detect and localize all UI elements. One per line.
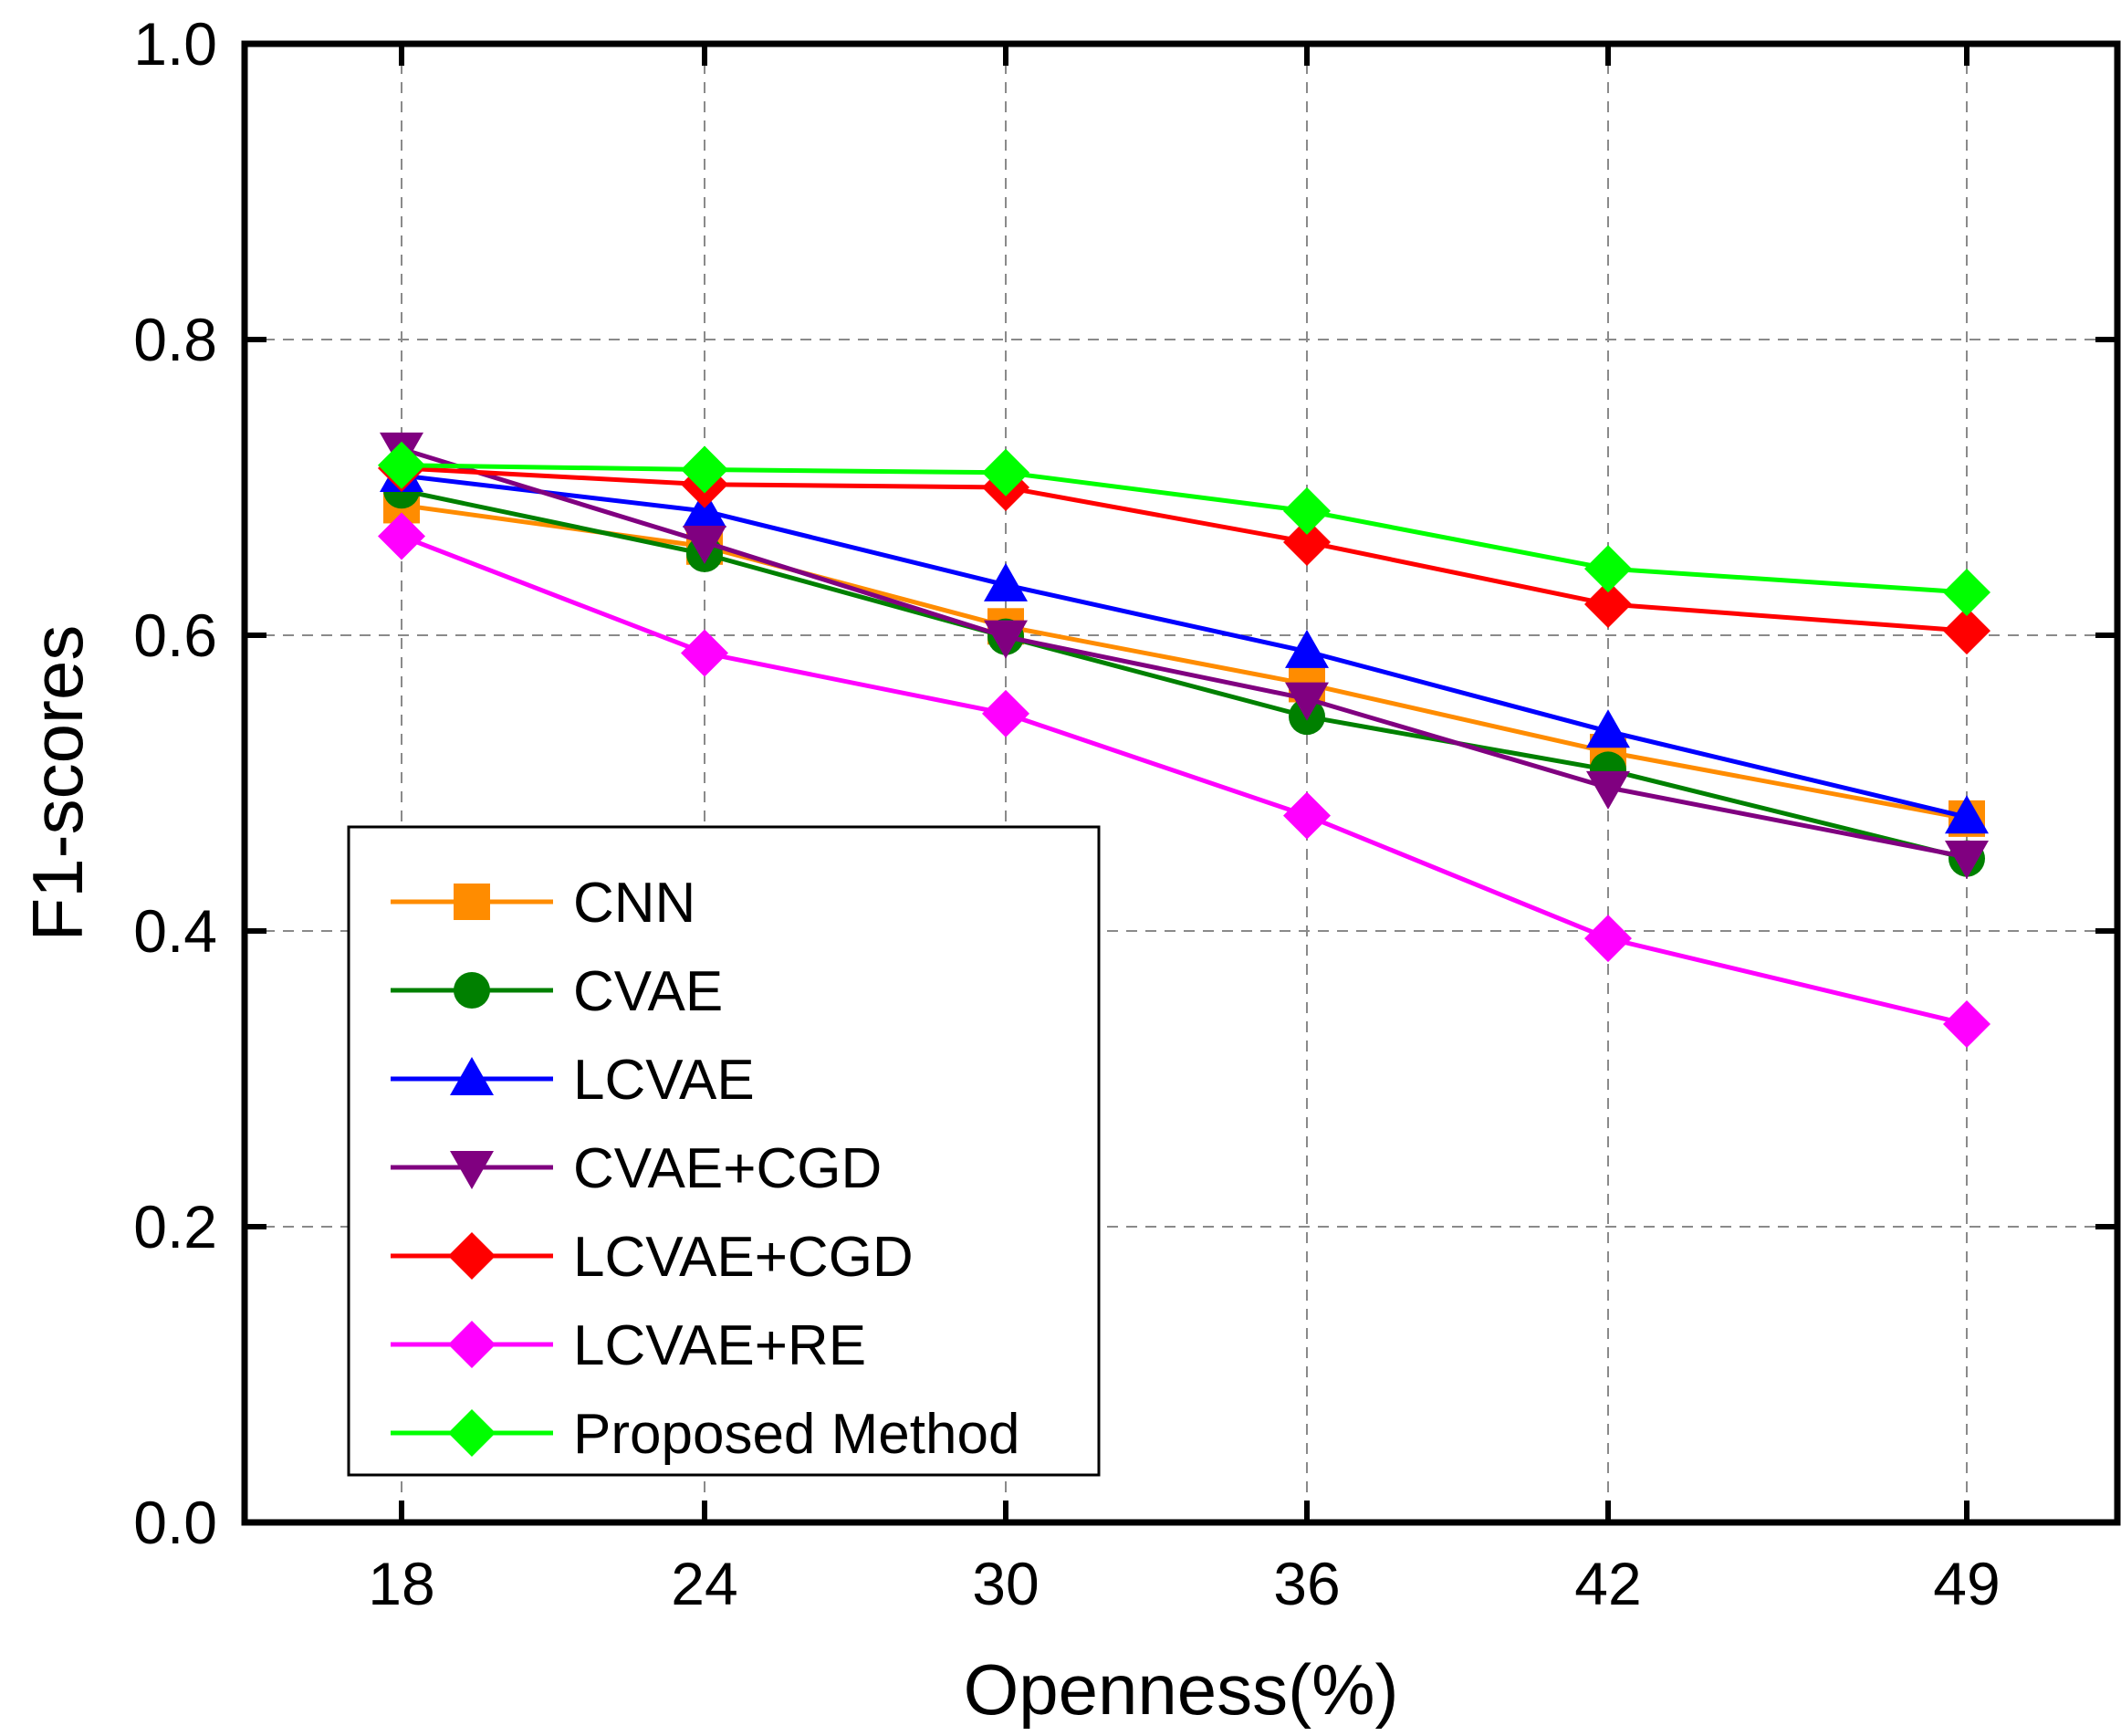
x-tick-label: 49 <box>1933 1550 2000 1617</box>
series-cnn <box>383 486 1985 837</box>
legend-label: LCVAE <box>573 1049 755 1112</box>
data-point-proposed-method <box>378 441 425 489</box>
data-point-cvae-cgd <box>984 620 1028 659</box>
series-line-proposed-method <box>401 463 1968 595</box>
series-layer <box>378 432 1990 1049</box>
legend-label: LCVAE+RE <box>573 1314 866 1377</box>
data-point-cvae-cgd <box>683 525 726 564</box>
legend: CNN CVAE LCVAE CVAE+CGD LCVAE+CGD LCVAE+RE Pro… <box>347 825 1101 1477</box>
data-point-lcvae <box>984 562 1028 601</box>
data-point-lcvae-re <box>1943 1000 1990 1049</box>
x-axis-title: Openness(%) <box>964 1649 1399 1730</box>
x-tick-label: 18 <box>368 1550 434 1617</box>
data-point-lcvae-cgd <box>1943 607 1990 655</box>
data-point-cvae-cgd <box>1586 770 1630 810</box>
series-line-cvae-cgd <box>401 446 1968 860</box>
series-lcvae-cgd <box>378 444 1990 655</box>
data-point-lcvae-re <box>1584 915 1632 963</box>
legend-item-lcvae-re: LCVAE+RE <box>391 1314 866 1377</box>
series-line-lcvae-re <box>401 534 1968 1027</box>
data-point-proposed-method <box>1283 486 1331 535</box>
legend-item-lcvae-cgd: LCVAE+CGD <box>391 1226 914 1289</box>
data-point-lcvae-cgd <box>1584 580 1632 628</box>
legend-label: LCVAE+CGD <box>573 1226 914 1289</box>
series-line-lcvae <box>401 473 1968 820</box>
x-tick-label: 42 <box>1574 1550 1641 1617</box>
legend-swatch-marker <box>454 972 490 1009</box>
legend-item-cnn: CNN <box>391 872 695 935</box>
legend-label: CVAE <box>573 960 723 1023</box>
series-line-lcvae-cgd <box>401 465 1968 633</box>
legend-swatch-marker <box>448 1409 496 1457</box>
data-point-lcvae-re <box>378 512 425 560</box>
x-tick-label: 36 <box>1273 1550 1340 1617</box>
y-tick-label: 0.6 <box>133 601 217 669</box>
legend-item-cvae-cgd: CVAE+CGD <box>391 1137 882 1200</box>
y-tick-label: 0.0 <box>133 1489 217 1556</box>
legend-label: CNN <box>573 872 695 935</box>
legend-item-lcvae: LCVAE <box>391 1049 755 1112</box>
axis-ticks <box>245 41 2117 1525</box>
data-point-proposed-method <box>1943 569 1990 617</box>
y-axis-title: F1-scores <box>17 625 98 942</box>
data-point-lcvae-re <box>982 689 1029 737</box>
legend-swatch-marker <box>454 884 490 920</box>
data-point-cvae-cgd <box>1285 682 1329 721</box>
legend-label: Proposed Method <box>573 1403 1019 1466</box>
data-point-lcvae <box>1586 709 1630 748</box>
data-point-proposed-method <box>982 448 1029 497</box>
plot-frame <box>241 40 2121 1526</box>
series-proposed-method <box>378 441 1990 617</box>
data-point-lcvae-cgd <box>1283 518 1331 566</box>
series-lcvae-re <box>378 512 1990 1049</box>
legend-swatch-marker <box>450 1057 494 1095</box>
data-point-lcvae <box>683 488 726 528</box>
y-tick-label: 0.4 <box>133 897 217 965</box>
series-line-cnn <box>401 502 1968 821</box>
legend-swatch-marker <box>448 1232 496 1280</box>
data-point-proposed-method <box>681 445 728 494</box>
y-tick-label: 1.0 <box>133 10 217 78</box>
legend-swatch-marker <box>450 1151 494 1189</box>
x-tick-label: 24 <box>671 1550 737 1617</box>
tick-labels: 0.0 0.2 0.4 0.6 0.8 1.0 18 24 30 36 42 49 <box>133 10 2000 1617</box>
data-point-lcvae <box>1285 629 1329 668</box>
legend-item-proposed-method: Proposed Method <box>391 1403 1019 1466</box>
data-point-proposed-method <box>1584 545 1632 593</box>
legend-item-cvae: CVAE <box>391 960 723 1023</box>
data-point-lcvae-re <box>681 629 728 677</box>
legend-label: CVAE+CGD <box>573 1137 882 1200</box>
legend-swatch-marker <box>448 1321 496 1368</box>
data-point-lcvae-re <box>1283 791 1331 840</box>
y-tick-label: 0.8 <box>133 306 217 373</box>
y-tick-label: 0.2 <box>133 1193 217 1260</box>
series-line-cvae <box>401 487 1968 862</box>
x-tick-label: 30 <box>972 1550 1039 1617</box>
data-point-cvae-cgd <box>1945 841 1989 879</box>
data-point-lcvae <box>1945 795 1989 834</box>
